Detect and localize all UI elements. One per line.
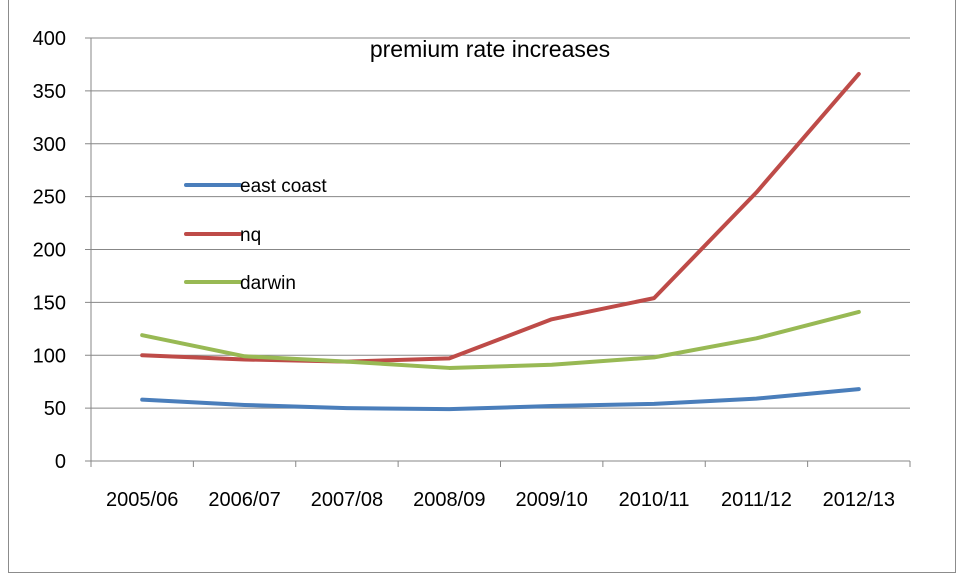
gridlines xyxy=(91,37,910,409)
y-tick-label: 150 xyxy=(33,292,66,314)
x-tick-label: 2010/11 xyxy=(619,489,690,511)
y-tick-labels: 0 50 100 150 200 250 300 350 400 xyxy=(33,28,66,473)
series-lines xyxy=(140,71,861,412)
chart-area xyxy=(8,0,956,573)
y-tick-label: 0 xyxy=(55,451,66,473)
y-tick-label: 250 xyxy=(33,187,66,209)
legend-label: nq xyxy=(240,225,261,246)
y-tick-label: 100 xyxy=(33,345,66,367)
x-tick-label: 2009/10 xyxy=(516,489,588,511)
series-line-nq xyxy=(140,71,861,364)
y-tick-label: 400 xyxy=(33,28,66,50)
legend-label: darwin xyxy=(240,273,296,294)
x-tick-label: 2007/08 xyxy=(311,489,383,511)
series-line-darwin xyxy=(140,309,861,370)
legend-label: east coast xyxy=(240,176,327,197)
x-tick-label: 2006/07 xyxy=(208,489,280,511)
x-tick-label: 2011/12 xyxy=(721,489,792,511)
y-tick-label: 300 xyxy=(33,134,66,156)
y-tick-label: 200 xyxy=(33,240,66,262)
legend: east coast nq darwin xyxy=(184,176,327,294)
y-tick-label: 350 xyxy=(33,81,66,103)
y-tick-label: 50 xyxy=(44,398,66,420)
series-line-east-coast xyxy=(140,387,861,412)
x-tick-label: 2012/13 xyxy=(823,489,895,511)
x-tick-labels: 2005/06 2006/07 2007/08 2008/09 2009/10 2010/… xyxy=(106,489,895,511)
x-tick-label: 2005/06 xyxy=(106,489,178,511)
axes xyxy=(85,37,911,467)
chart-title: premium rate increases xyxy=(370,36,610,62)
x-tick-label: 2008/09 xyxy=(413,489,485,511)
